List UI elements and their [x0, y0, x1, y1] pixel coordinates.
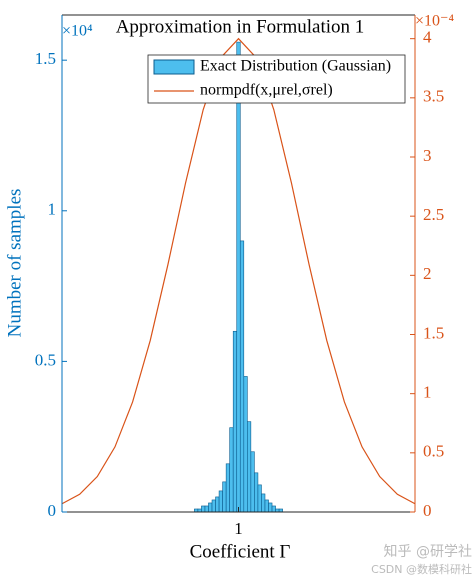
histogram-bar	[215, 496, 220, 513]
pdf-line	[61, 37, 416, 505]
histogram-bar	[261, 493, 266, 513]
histogram-bar	[254, 472, 259, 513]
y2-tick-label: 0	[423, 501, 432, 520]
chart-title: Approximation in Formulation 1	[116, 16, 365, 37]
y2-tick-label: 4	[423, 28, 432, 47]
histogram-bar	[268, 502, 273, 513]
histogram-bar	[236, 41, 241, 513]
y2-tick-label: 1	[423, 383, 432, 402]
y-exponent: ×10⁴	[62, 23, 93, 40]
y2-tick-label: 3.5	[423, 87, 444, 106]
y2-tick-label: 1.5	[423, 323, 444, 342]
histogram-bar	[271, 505, 276, 513]
histogram-bar	[201, 505, 206, 513]
histogram-bar	[225, 463, 230, 513]
watermark: CSDN @数模科研社	[371, 562, 472, 576]
histogram-bar	[232, 330, 238, 513]
watermark: 知乎 @研学社	[384, 543, 472, 560]
y2-tick-label: 2.5	[423, 205, 444, 224]
legend-swatch	[153, 59, 195, 75]
y-tick-label: 1.5	[35, 49, 56, 68]
y2-exponent: ×10⁻⁴	[415, 13, 454, 30]
y-tick-label: 1	[48, 200, 57, 219]
histogram-bar	[239, 240, 245, 513]
histogram-bar	[208, 502, 213, 513]
histogram-bar	[247, 421, 252, 513]
x-axis-label: Coefficient Γ	[190, 541, 291, 562]
histogram-bar	[211, 499, 216, 513]
y2-tick-label: 0.5	[423, 442, 444, 461]
y2-tick-label: 2	[423, 264, 432, 283]
x-tick-label: 1	[234, 519, 243, 538]
histogram-bar	[257, 484, 262, 513]
histogram-bar	[222, 481, 227, 513]
histogram-bar	[243, 376, 248, 513]
histogram-bar	[204, 505, 209, 513]
y2-tick-label: 3	[423, 146, 432, 165]
histogram-bar	[264, 499, 269, 513]
legend-label: Exact Distribution (Gaussian)	[200, 58, 391, 75]
legend: Exact Distribution (Gaussian) normpdf(x,μ…	[147, 54, 406, 104]
histogram-bar	[218, 490, 223, 513]
legend-label: normpdf(x,μrel,σrel)	[200, 82, 333, 99]
y-tick-label: 0.5	[35, 350, 56, 369]
histogram-bar	[250, 451, 255, 513]
y-axis-label: Number of samples	[4, 189, 25, 338]
y-tick-label: 0	[48, 501, 57, 520]
histogram-bar	[229, 427, 234, 513]
